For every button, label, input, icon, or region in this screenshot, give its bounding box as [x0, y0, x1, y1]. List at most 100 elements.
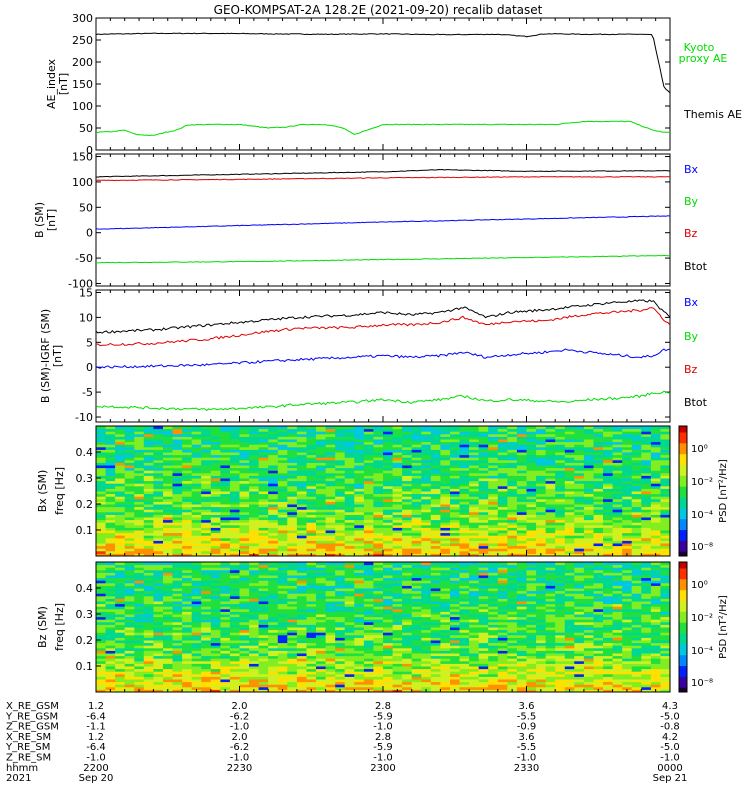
heatmap-cell [239, 449, 250, 453]
heatmap-cell [277, 598, 288, 602]
heatmap-cell [631, 522, 642, 526]
heatmap-cell [612, 457, 623, 461]
heatmap-cell [201, 562, 212, 566]
heatmap-cell [191, 426, 202, 430]
heatmap-cell [564, 465, 575, 469]
heatmap-cell [277, 459, 288, 463]
heatmap-cell [411, 532, 422, 536]
heatmap-cell [488, 535, 499, 539]
heatmap-cell [383, 452, 394, 456]
heatmap-cell [306, 658, 317, 662]
heatmap-cell [325, 485, 336, 489]
heatmap-cell [507, 459, 518, 463]
heatmap-cell [296, 673, 307, 677]
heatmap-cell [622, 433, 633, 437]
heatmap-cell [363, 459, 374, 463]
heatmap-cell [402, 465, 413, 469]
heatmap-cell [383, 478, 394, 482]
heatmap-cell [268, 480, 279, 484]
heatmap-cell [421, 480, 432, 484]
heatmap-cell [153, 517, 164, 521]
heatmap-cell [172, 504, 183, 508]
heatmap-cell [488, 545, 499, 549]
heatmap-cell [153, 640, 164, 644]
heatmap-cell [105, 624, 116, 628]
heatmap-cell [316, 653, 327, 657]
heatmap-cell [469, 673, 480, 677]
heatmap-cell [440, 509, 451, 513]
heatmap-cell [344, 493, 355, 497]
heatmap-cell [105, 655, 116, 659]
heatmap-cell [440, 640, 451, 644]
heatmap-cell [363, 428, 374, 432]
heatmap-cell [229, 624, 240, 628]
heatmap-cell [296, 681, 307, 685]
heatmap-cell [124, 658, 135, 662]
heatmap-cell [622, 444, 633, 448]
heatmap-cell [631, 493, 642, 497]
heatmap-cell [335, 493, 346, 497]
heatmap-cell [555, 478, 566, 482]
heatmap-cell [115, 428, 126, 432]
heatmap-cell [249, 537, 260, 541]
heatmap-cell [450, 666, 461, 670]
heatmap-cell [124, 577, 135, 581]
heatmap-cell [631, 457, 642, 461]
heatmap-cell [612, 509, 623, 513]
heatmap-cell [430, 553, 441, 557]
heatmap-cell [488, 488, 499, 492]
heatmap-cell [296, 465, 307, 469]
heatmap-cell [478, 454, 489, 458]
heatmap-cell [402, 627, 413, 631]
heatmap-cell [440, 684, 451, 688]
heatmap-cell [182, 454, 193, 458]
heatmap-cell [411, 668, 422, 672]
heatmap-cell [440, 564, 451, 568]
heatmap-cell [383, 509, 394, 513]
heatmap-cell [134, 658, 145, 662]
heatmap-cell [631, 504, 642, 508]
heatmap-cell [402, 611, 413, 615]
heatmap-cell [287, 514, 298, 518]
heatmap-cell [660, 433, 671, 437]
heatmap-cell [392, 491, 403, 495]
heatmap-cell [210, 509, 221, 513]
heatmap-cell [210, 562, 221, 566]
heatmap-cell [105, 616, 116, 620]
heatmap-cell [373, 530, 384, 534]
heatmap-cell [134, 686, 145, 690]
heatmap-cell [182, 606, 193, 610]
heatmap-cell [325, 509, 336, 513]
heatmap-cell [335, 595, 346, 599]
heatmap-cell [96, 452, 107, 456]
heatmap-cell [411, 498, 422, 502]
heatmap-cell [220, 606, 231, 610]
heatmap-cell [402, 582, 413, 586]
heatmap-cell [545, 478, 556, 482]
heatmap-cell [201, 504, 212, 508]
heatmap-cell [229, 572, 240, 576]
heatmap-cell [564, 485, 575, 489]
heatmap-cell [459, 676, 470, 680]
heatmap-cell [115, 470, 126, 474]
heatmap-cell [268, 444, 279, 448]
heatmap-cell [287, 647, 298, 651]
heatmap-cell [143, 580, 154, 584]
heatmap-cell [124, 585, 135, 589]
heatmap-cell [296, 637, 307, 641]
heatmap-cell [411, 658, 422, 662]
heatmap-cell [239, 532, 250, 536]
heatmap-cell [182, 441, 193, 445]
heatmap-cell [143, 658, 154, 662]
heatmap-cell [660, 436, 671, 440]
heatmap-cell [287, 676, 298, 680]
heatmap-cell [440, 650, 451, 654]
heatmap-cell [612, 431, 623, 435]
heatmap-cell [306, 444, 317, 448]
heatmap-cell [143, 660, 154, 664]
heatmap-cell [555, 530, 566, 534]
heatmap-cell [143, 632, 154, 636]
heatmap-cell [143, 488, 154, 492]
heatmap-cell [440, 491, 451, 495]
heatmap-cell [172, 532, 183, 536]
